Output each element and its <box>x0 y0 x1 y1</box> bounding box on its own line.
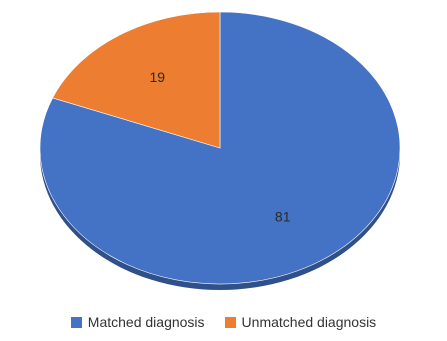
legend-entry-matched: Matched diagnosis <box>70 314 205 330</box>
legend-entry-unmatched: Unmatched diagnosis <box>224 314 377 330</box>
legend-swatch-unmatched <box>224 316 236 328</box>
legend-label-unmatched: Unmatched diagnosis <box>241 314 377 330</box>
pie-slice-1 <box>52 11 221 149</box>
pie-slices <box>39 11 401 290</box>
pie-data-labels: 81 19 <box>150 69 291 224</box>
chart-legend: Matched diagnosis Unmatched diagnosis <box>0 310 447 334</box>
legend-label-matched: Matched diagnosis <box>87 314 205 330</box>
pie-slice-0 <box>39 11 401 285</box>
legend-swatch-matched <box>70 316 82 328</box>
pie-data-label-0: 81 <box>275 208 291 224</box>
pie-data-label-1: 19 <box>150 69 166 85</box>
pie-chart: 81 19 <box>39 11 401 290</box>
